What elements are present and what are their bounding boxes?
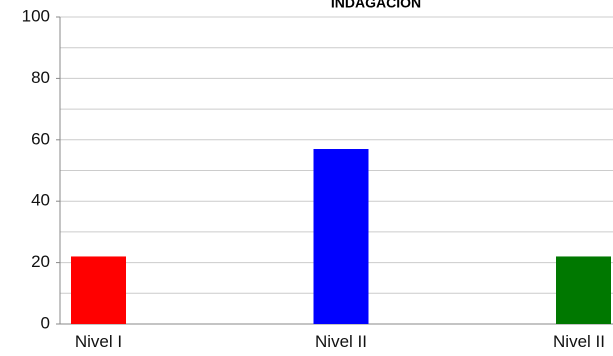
y-tick-label: 40 xyxy=(31,191,50,210)
y-tick-label: 0 xyxy=(41,313,50,332)
chart-title: INDAGACIÓN xyxy=(331,0,421,11)
bars xyxy=(71,149,611,324)
labels: 0 20 40 60 80 100 Nivel I Nivel II Nivel II xyxy=(22,6,605,351)
x-tick-label: Nivel II xyxy=(315,332,367,351)
y-tick-label: 20 xyxy=(31,252,50,271)
y-tick-label: 80 xyxy=(31,68,50,87)
bar xyxy=(556,256,611,324)
y-tick-label: 100 xyxy=(22,6,50,25)
y-tick-label: 60 xyxy=(31,129,50,148)
x-tick-label: Nivel II xyxy=(553,332,605,351)
bar xyxy=(313,149,369,324)
x-tick-label: Nivel I xyxy=(75,332,122,351)
bar xyxy=(71,256,126,324)
